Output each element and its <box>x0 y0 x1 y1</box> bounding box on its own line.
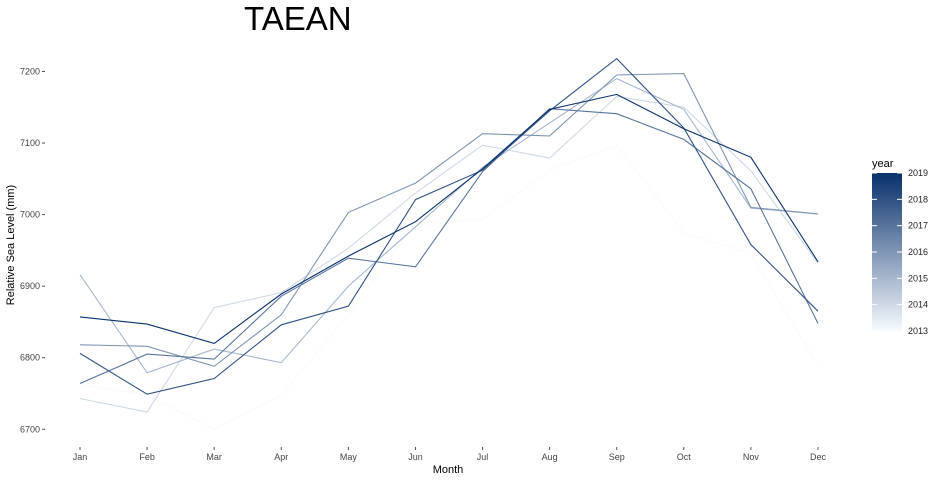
series-lines <box>79 57 819 430</box>
legend-label: 2014 <box>908 300 928 310</box>
y-tick-label: 7100 <box>20 138 40 148</box>
legend-label: 2016 <box>908 247 928 257</box>
legend-label: 2018 <box>908 194 928 204</box>
series-line-2016 <box>79 73 819 367</box>
x-tick-label: Mar <box>206 452 222 462</box>
x-tick-label: Jun <box>408 452 423 462</box>
x-tick-label: Jan <box>73 452 88 462</box>
legend: year 2013 2014 2015 2016 2017 2018 2019 <box>872 158 928 336</box>
x-tick-label: Apr <box>274 452 288 462</box>
y-tick-label: 6900 <box>20 281 40 291</box>
y-axis-title: Relative Sea Level (mm) <box>5 185 17 305</box>
legend-ticks: 2013 2014 2015 2016 2017 2018 2019 <box>872 168 928 336</box>
series-line-2017 <box>79 108 819 385</box>
x-tick-label: Nov <box>743 452 760 462</box>
legend-label: 2019 <box>908 168 928 178</box>
legend-title: year <box>872 158 894 170</box>
y-tick-label: 7200 <box>20 66 40 76</box>
series-line-2018 <box>79 57 819 395</box>
x-tick-label: Feb <box>139 452 155 462</box>
series-line-2014 <box>79 95 819 413</box>
x-tick-label: Aug <box>542 452 558 462</box>
y-tick-label: 6700 <box>20 424 40 434</box>
series-line-2015 <box>79 77 819 374</box>
x-tick-label: Dec <box>810 452 827 462</box>
x-axis: Jan Feb Mar Apr May Jun Jul Aug Sep Oct Nov Dec <box>73 447 827 462</box>
x-tick-label: May <box>340 452 358 462</box>
x-tick-label: Jul <box>477 452 489 462</box>
x-tick-label: Sep <box>609 452 625 462</box>
y-tick-label: 7000 <box>20 210 40 220</box>
series-line-2013 <box>79 144 819 430</box>
y-tick-label: 6800 <box>20 353 40 363</box>
series-line-2019 <box>79 93 819 345</box>
legend-label: 2017 <box>908 221 928 231</box>
legend-label: 2013 <box>908 326 928 336</box>
x-axis-title: Month <box>433 464 464 476</box>
chart-title: TAEAN <box>244 0 352 37</box>
legend-label: 2015 <box>908 273 928 283</box>
y-axis: 6700 6800 6900 7000 7100 7200 <box>20 66 45 434</box>
x-tick-label: Oct <box>677 452 692 462</box>
